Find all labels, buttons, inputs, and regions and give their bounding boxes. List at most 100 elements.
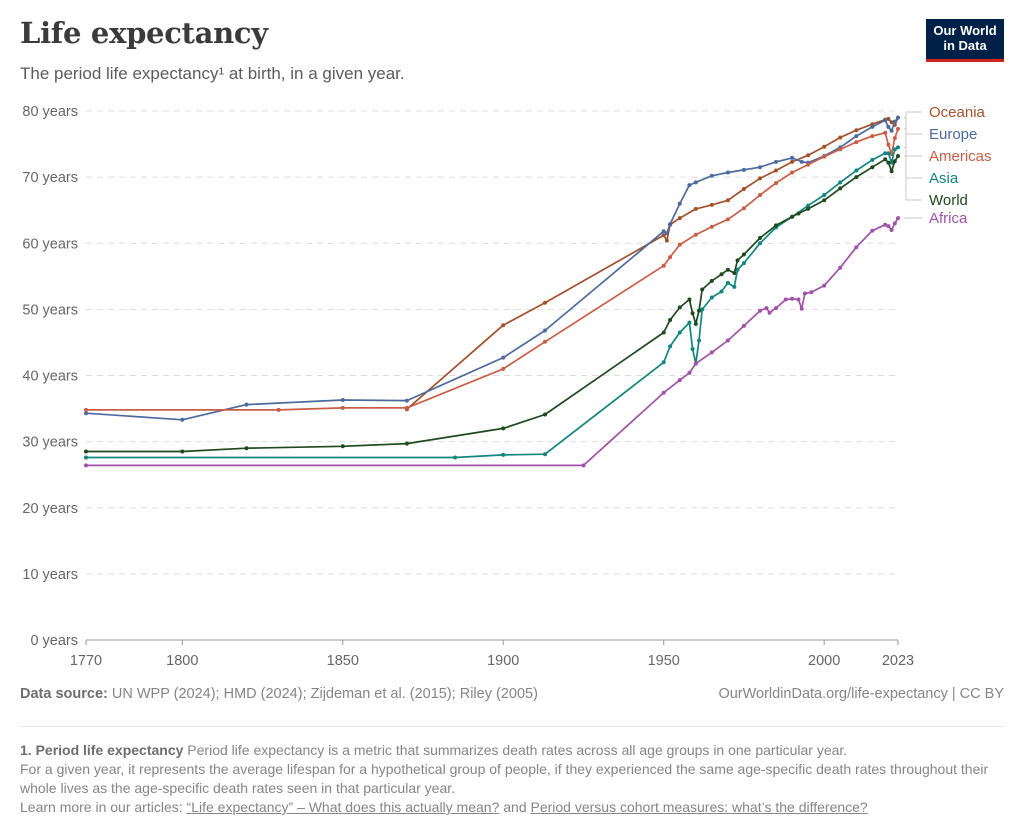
data-point[interactable] — [896, 145, 900, 150]
data-point[interactable] — [758, 165, 762, 170]
data-point[interactable] — [790, 214, 795, 219]
data-point[interactable] — [822, 154, 827, 159]
data-point[interactable] — [543, 412, 547, 417]
data-point[interactable] — [732, 271, 737, 275]
data-point[interactable] — [677, 242, 682, 247]
data-point[interactable] — [892, 159, 897, 164]
data-point[interactable] — [690, 347, 695, 351]
data-point[interactable] — [741, 167, 746, 172]
data-point[interactable] — [774, 306, 778, 311]
data-point[interactable] — [883, 118, 888, 123]
data-point[interactable] — [822, 198, 827, 203]
data-point[interactable] — [892, 147, 897, 152]
data-point[interactable] — [870, 228, 875, 233]
data-point[interactable] — [340, 398, 345, 402]
data-point[interactable] — [889, 120, 894, 125]
data-point[interactable] — [892, 221, 897, 226]
data-point[interactable] — [404, 405, 409, 410]
data-point[interactable] — [84, 455, 88, 460]
data-point[interactable] — [668, 318, 673, 322]
data-point[interactable] — [677, 305, 682, 310]
data-point[interactable] — [799, 159, 804, 164]
data-point[interactable] — [870, 165, 875, 170]
data-point[interactable] — [709, 173, 714, 178]
data-point[interactable] — [677, 378, 682, 383]
data-point[interactable] — [668, 255, 673, 260]
data-point[interactable] — [244, 402, 249, 407]
data-point[interactable] — [543, 300, 547, 305]
data-point[interactable] — [700, 307, 705, 312]
data-point[interactable] — [892, 136, 897, 141]
data-point[interactable] — [796, 211, 801, 216]
data-point[interactable] — [886, 124, 891, 129]
data-point[interactable] — [693, 321, 698, 326]
series-line-oceania[interactable] — [406, 117, 899, 410]
data-point[interactable] — [838, 135, 843, 140]
data-point[interactable] — [543, 328, 547, 333]
data-point[interactable] — [340, 405, 345, 410]
data-point[interactable] — [404, 398, 409, 403]
data-point[interactable] — [661, 229, 666, 234]
data-point[interactable] — [889, 160, 894, 165]
data-point[interactable] — [719, 272, 724, 277]
data-point[interactable] — [725, 170, 730, 175]
series-line-world[interactable] — [86, 155, 899, 453]
data-point[interactable] — [180, 417, 185, 422]
data-point[interactable] — [774, 181, 778, 186]
data-point[interactable] — [453, 455, 458, 460]
data-point[interactable] — [854, 128, 859, 133]
data-point[interactable] — [741, 261, 746, 266]
data-point[interactable] — [709, 295, 714, 300]
series-line-americas[interactable] — [86, 128, 899, 411]
data-point[interactable] — [790, 170, 795, 175]
data-point[interactable] — [896, 216, 900, 221]
data-point[interactable] — [84, 407, 88, 412]
data-point[interactable] — [709, 202, 714, 207]
data-point[interactable] — [774, 159, 778, 164]
data-point[interactable] — [709, 278, 714, 283]
data-point[interactable] — [741, 187, 746, 191]
data-point[interactable] — [886, 160, 891, 165]
data-point[interactable] — [501, 426, 506, 431]
data-point[interactable] — [806, 206, 811, 211]
data-point[interactable] — [883, 151, 888, 156]
data-point[interactable] — [758, 236, 762, 240]
data-point[interactable] — [822, 283, 827, 288]
data-point[interactable] — [687, 370, 692, 375]
legend-label-oceania[interactable]: Oceania — [929, 104, 986, 121]
data-point[interactable] — [700, 287, 705, 292]
data-point[interactable] — [581, 463, 586, 468]
data-point[interactable] — [687, 320, 692, 325]
data-point[interactable] — [501, 323, 506, 328]
data-point[interactable] — [802, 291, 807, 296]
data-point[interactable] — [806, 153, 811, 158]
data-point[interactable] — [854, 245, 859, 250]
data-point[interactable] — [870, 134, 875, 139]
data-point[interactable] — [84, 411, 88, 416]
data-point[interactable] — [84, 463, 88, 468]
data-point[interactable] — [693, 206, 698, 211]
legend-label-africa[interactable]: Africa — [929, 210, 968, 227]
data-point[interactable] — [661, 263, 666, 268]
data-point[interactable] — [889, 128, 894, 133]
data-point[interactable] — [838, 186, 843, 191]
data-point[interactable] — [693, 180, 698, 185]
data-point[interactable] — [822, 144, 827, 149]
data-point[interactable] — [732, 284, 737, 289]
data-point[interactable] — [758, 193, 762, 197]
data-point[interactable] — [735, 267, 740, 272]
data-point[interactable] — [806, 162, 811, 167]
legend-label-world[interactable]: World — [929, 192, 968, 209]
data-point[interactable] — [838, 265, 843, 270]
data-point[interactable] — [664, 238, 669, 243]
data-point[interactable] — [668, 344, 673, 349]
data-point[interactable] — [664, 231, 669, 236]
data-point[interactable] — [84, 449, 88, 454]
data-point[interactable] — [896, 154, 900, 158]
data-point[interactable] — [668, 222, 673, 227]
data-point[interactable] — [501, 452, 506, 457]
data-point[interactable] — [719, 289, 724, 294]
data-point[interactable] — [697, 338, 701, 343]
data-point[interactable] — [783, 297, 788, 302]
data-point[interactable] — [886, 224, 891, 229]
